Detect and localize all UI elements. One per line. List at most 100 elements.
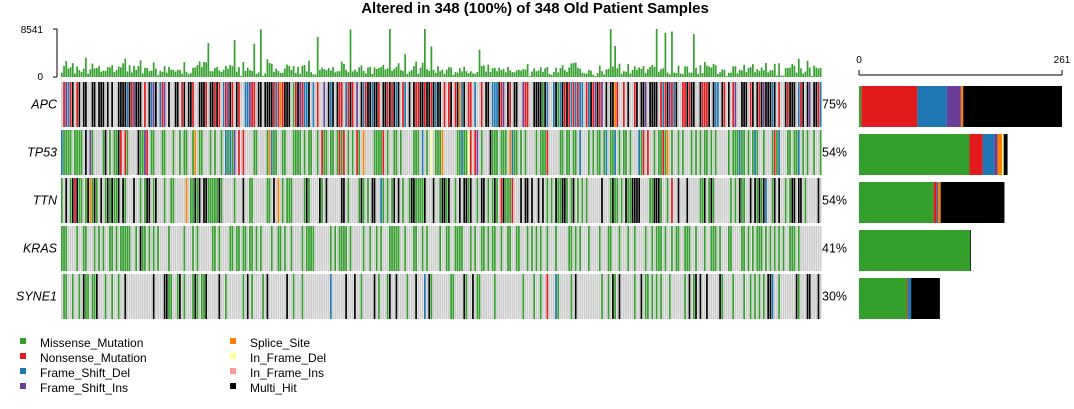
tmb-bar: [542, 72, 544, 77]
matrix-cell-missense-mutation: [65, 274, 68, 319]
matrix-cell-empty: [550, 226, 553, 271]
matrix-cell-multi-hit: [117, 82, 120, 127]
tmb-bar: [629, 73, 632, 77]
tmb-bar: [797, 58, 800, 77]
matrix-cell-empty: [437, 274, 439, 319]
matrix-cell-empty: [165, 82, 168, 127]
matrix-cell-nonsense-mutation: [321, 130, 323, 175]
matrix-cell-empty: [220, 274, 223, 319]
matrix-cell-missense-mutation: [703, 130, 706, 175]
matrix-cell-missense-mutation: [465, 130, 468, 175]
matrix-cell-frame-shift-ins: [356, 82, 358, 127]
matrix-cell-multi-hit: [428, 274, 431, 319]
matrix-cell-empty: [644, 130, 647, 175]
matrix-cell-multi-hit: [752, 82, 754, 127]
matrix-cell-nonsense-mutation: [340, 82, 343, 127]
matrix-cell-empty: [485, 274, 487, 319]
matrix-cell-missense-mutation: [596, 130, 599, 175]
matrix-cell-frame-shift-ins: [144, 130, 146, 175]
matrix-cell-empty: [548, 178, 551, 223]
matrix-cell-missense-mutation: [452, 274, 455, 319]
tmb-bar: [141, 73, 144, 77]
matrix-cell-multi-hit: [297, 82, 299, 127]
matrix-cell-empty: [520, 274, 522, 319]
matrix-cell-missense-mutation: [292, 130, 295, 175]
matrix-cell-empty: [627, 130, 630, 175]
matrix-cell-multi-hit: [117, 178, 120, 223]
tmb-bar: [410, 70, 413, 77]
matrix-cell-empty: [682, 178, 684, 223]
matrix-cell-multi-hit: [349, 82, 352, 127]
matrix-cell-missense-mutation: [395, 226, 398, 271]
matrix-cell-empty: [769, 130, 772, 175]
matrix-cell-empty: [668, 226, 671, 271]
matrix-cell-multi-hit: [284, 82, 286, 127]
matrix-cell-missense-mutation: [539, 274, 542, 319]
tmb-bar: [63, 65, 65, 77]
matrix-cell-empty: [793, 274, 796, 319]
gene-bar-axis-min-label: 0: [856, 55, 862, 66]
matrix-cell-nonsense-mutation: [382, 130, 385, 175]
matrix-cell-missense-mutation: [183, 226, 186, 271]
tmb-bar: [115, 70, 118, 77]
matrix-cell-empty: [126, 274, 129, 319]
legend-swatch-multi-hit: [230, 383, 236, 389]
matrix-cell-missense-mutation: [200, 274, 203, 319]
matrix-cell-empty: [159, 274, 162, 319]
matrix-cell-missense-mutation: [458, 130, 461, 175]
matrix-cell-empty: [443, 274, 446, 319]
matrix-cell-empty: [354, 130, 356, 175]
matrix-cell-multi-hit: [456, 82, 459, 127]
matrix-cell-frame-shift-del: [303, 82, 306, 127]
matrix-cell-missense-mutation: [104, 178, 107, 223]
tmb-bar: [439, 71, 441, 77]
matrix-cell-missense-mutation: [561, 130, 564, 175]
matrix-cell-empty: [489, 226, 492, 271]
matrix-cell-missense-mutation: [391, 178, 393, 223]
matrix-cell-multi-hit: [122, 82, 124, 127]
matrix-cell-missense-mutation: [214, 226, 216, 271]
matrix-cell-empty: [176, 226, 179, 271]
matrix-cell-nonsense-mutation: [572, 82, 575, 127]
matrix-cell-missense-mutation: [225, 274, 227, 319]
matrix-cell-multi-hit: [710, 178, 713, 223]
matrix-cell-empty: [67, 226, 70, 271]
matrix-cell-missense-mutation: [362, 226, 365, 271]
matrix-cell-missense-mutation: [778, 226, 780, 271]
matrix-cell-empty: [511, 226, 514, 271]
matrix-cell-multi-hit: [104, 130, 107, 175]
matrix-cell-multi-hit: [393, 178, 396, 223]
tmb-bar: [375, 69, 378, 77]
tmb-bar: [461, 71, 463, 77]
gene-bar-segment-syne1-missense-mutation: [859, 278, 908, 319]
matrix-cell-empty: [174, 274, 177, 319]
matrix-cell-empty: [95, 82, 98, 127]
matrix-cell-missense-mutation: [699, 178, 702, 223]
matrix-cell-frame-shift-ins: [476, 130, 479, 175]
matrix-cell-empty: [640, 226, 643, 271]
tmb-bar: [592, 74, 595, 77]
matrix-cell-missense-mutation: [349, 226, 352, 271]
matrix-cell-empty: [244, 274, 247, 319]
matrix-cell-empty: [677, 82, 680, 127]
matrix-cell-empty: [581, 274, 584, 319]
matrix-cell-multi-hit: [817, 274, 820, 319]
tmb-bar: [776, 75, 778, 77]
matrix-cell-nonsense-mutation: [430, 82, 433, 127]
matrix-cell-empty: [631, 82, 634, 127]
matrix-cell-empty: [369, 130, 372, 175]
tmb-bar: [281, 72, 284, 77]
matrix-cell-empty: [679, 226, 682, 271]
matrix-cell-missense-mutation: [741, 178, 743, 223]
matrix-cell-empty: [137, 226, 140, 271]
matrix-cell-frame-shift-del: [395, 82, 398, 127]
matrix-cell-empty: [522, 130, 525, 175]
matrix-cell-empty: [130, 178, 133, 223]
matrix-cell-empty: [216, 226, 218, 271]
tmb-bar: [229, 65, 232, 77]
tmb-bar: [240, 76, 243, 77]
matrix-cell-missense-mutation: [292, 82, 295, 127]
tmb-bar: [528, 76, 531, 77]
matrix-cell-empty: [533, 178, 536, 223]
matrix-cell-empty: [141, 178, 144, 223]
